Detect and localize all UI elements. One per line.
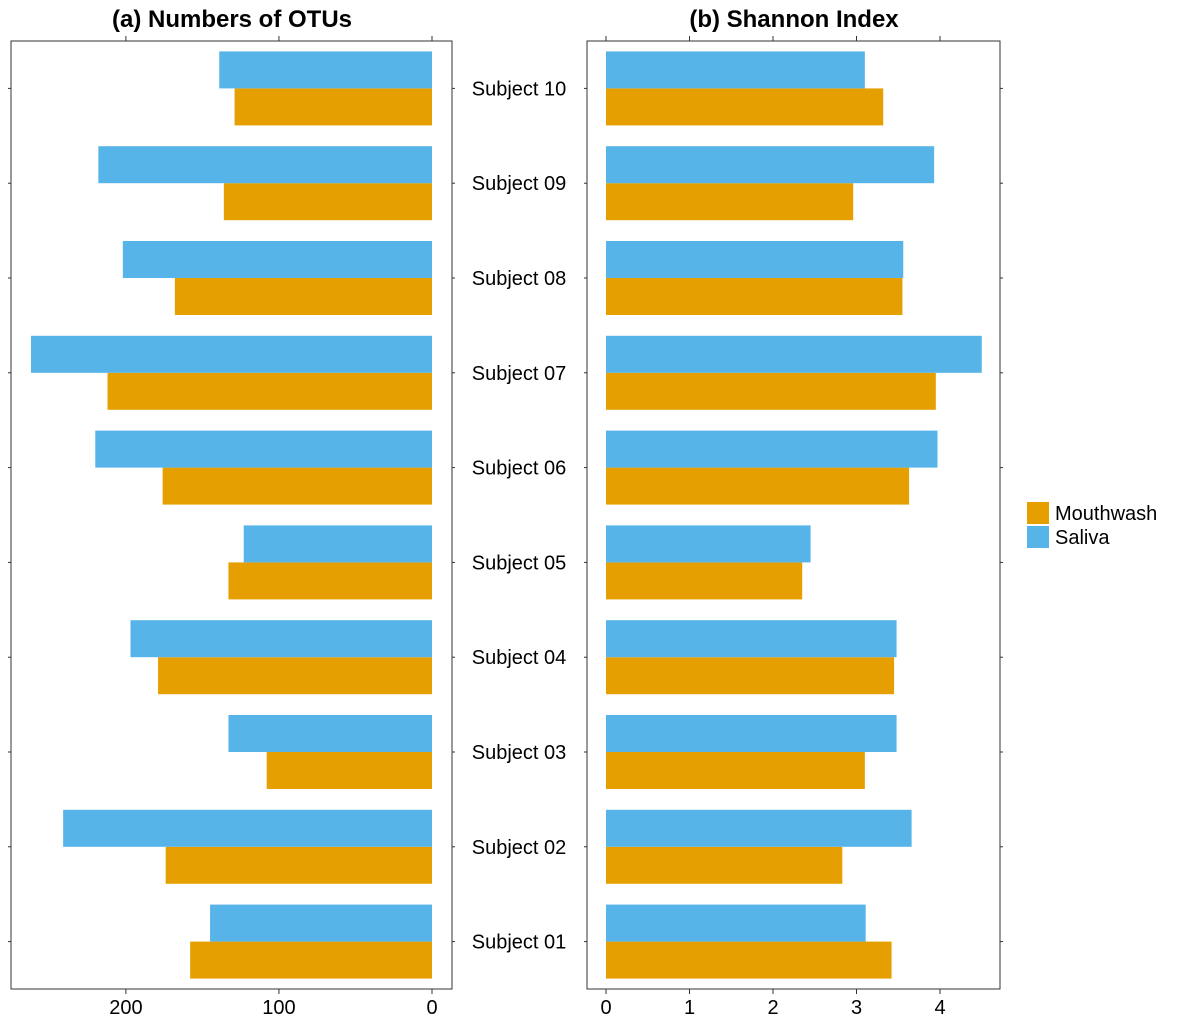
legend-swatch-mouthwash [1027, 502, 1049, 524]
category-label-subject-03: Subject 03 [472, 742, 567, 764]
panel-a-bar-saliva-subject-02 [63, 809, 432, 847]
panel-b-bar-mouthwash-subject-03 [606, 752, 865, 789]
category-label-subject-10: Subject 10 [472, 78, 567, 100]
panel-b-bar-saliva-subject-02 [606, 809, 912, 847]
legend: Mouthwash Saliva [1027, 502, 1157, 549]
category-label-subject-04: Subject 04 [472, 647, 567, 669]
panel-a-bar-mouthwash-subject-08 [174, 278, 432, 315]
panel-b-bar-mouthwash-subject-04 [606, 657, 895, 695]
panel-b-bar-saliva-subject-01 [606, 904, 866, 942]
category-label-subject-02: Subject 02 [472, 837, 567, 859]
panel-a-bar-mouthwash-subject-02 [165, 846, 433, 884]
panel-b-bars [584, 51, 1003, 979]
panel-a-bar-saliva-subject-07 [31, 335, 432, 373]
panel-a-bar-saliva-subject-05 [243, 525, 432, 563]
panel-a-bars [8, 51, 455, 979]
panel-b-bar-saliva-subject-09 [606, 146, 935, 184]
panel-a-bar-saliva-subject-03 [228, 715, 432, 752]
panel-b-bar-saliva-subject-06 [606, 430, 938, 468]
panel-a-xtick-label: 0 [426, 997, 437, 1014]
panel-b-bar-mouthwash-subject-05 [606, 562, 803, 600]
panel-a-bar-mouthwash-subject-05 [228, 562, 432, 600]
legend-label-mouthwash: Mouthwash [1055, 503, 1157, 525]
panel-b-bar-saliva-subject-10 [606, 51, 865, 89]
panel-b-x-axis: 0 1 2 3 4 [600, 36, 946, 1014]
category-label-subject-05: Subject 05 [472, 552, 567, 574]
panel-a-title: (a) Numbers of OTUs [112, 6, 352, 33]
panel-a-bar-saliva-subject-06 [95, 430, 432, 468]
panel-b-xtick-label: 4 [934, 997, 945, 1014]
panel-a-bar-mouthwash-subject-03 [266, 752, 432, 789]
panel-b-xtick-label: 2 [767, 997, 778, 1014]
panel-a-bar-mouthwash-subject-06 [162, 467, 432, 505]
panel-b-bar-mouthwash-subject-01 [606, 941, 892, 979]
panel-b-bar-saliva-subject-03 [606, 715, 897, 752]
panel-b-bar-mouthwash-subject-07 [606, 372, 936, 410]
panel-b-bar-mouthwash-subject-08 [606, 278, 903, 315]
panel-a-bar-mouthwash-subject-07 [107, 372, 432, 410]
panel-b-bar-saliva-subject-04 [606, 620, 897, 658]
legend-swatch-saliva [1027, 526, 1049, 548]
panel-a-bar-mouthwash-subject-01 [190, 941, 432, 979]
panel-a-bar-saliva-subject-08 [122, 241, 432, 278]
panel-a-bar-saliva-subject-10 [219, 51, 432, 89]
panel-b-bar-mouthwash-subject-06 [606, 467, 910, 505]
category-label-subject-06: Subject 06 [472, 458, 567, 480]
panel-b-bar-saliva-subject-08 [606, 241, 904, 278]
category-label-subject-01: Subject 01 [472, 932, 567, 954]
panel-a-bar-saliva-subject-01 [210, 904, 432, 942]
panel-a-xtick-label: 100 [262, 997, 295, 1014]
category-label-subject-09: Subject 09 [472, 173, 567, 195]
category-label-subject-07: Subject 07 [472, 363, 567, 385]
panel-b-xtick-label: 1 [684, 997, 695, 1014]
panel-b-title: (b) Shannon Index [689, 6, 899, 33]
panel-b-bar-saliva-subject-07 [606, 335, 982, 373]
panel-a-bar-saliva-subject-04 [130, 620, 432, 658]
panel-b-bar-mouthwash-subject-10 [606, 88, 884, 126]
panel-a-bar-mouthwash-subject-09 [223, 183, 432, 221]
panel-a-bar-mouthwash-subject-10 [234, 88, 432, 126]
legend-label-saliva: Saliva [1055, 527, 1110, 549]
panel-b-bar-mouthwash-subject-09 [606, 183, 854, 221]
category-label-subject-08: Subject 08 [472, 268, 567, 290]
panel-a-x-axis: 0 100 200 [109, 36, 438, 1014]
panel-a-xtick-label: 200 [109, 997, 142, 1014]
panel-b-xtick-label: 0 [600, 997, 611, 1014]
panel-a-bar-saliva-subject-09 [98, 146, 433, 184]
panel-b-xtick-label: 3 [851, 997, 862, 1014]
panel-b-bar-saliva-subject-05 [606, 525, 811, 563]
category-labels: Subject 01 Subject 02 Subject 03 Subject 04… [472, 78, 567, 953]
panel-a-bar-mouthwash-subject-04 [158, 657, 432, 695]
panel-b-bar-mouthwash-subject-02 [606, 846, 843, 884]
